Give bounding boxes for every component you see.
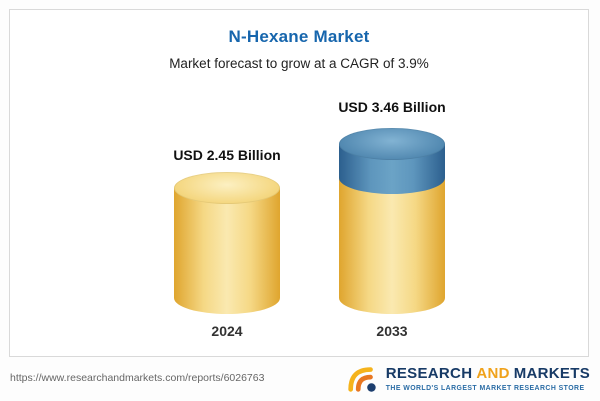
chart-title: N-Hexane Market <box>228 27 370 46</box>
bar-2024 <box>174 172 280 314</box>
value-label-2033: USD 3.46 Billion <box>338 99 446 115</box>
logo-word-and: AND <box>476 365 510 383</box>
logo-word-markets: MARKETS <box>513 365 590 383</box>
value-label-2024: USD 2.45 Billion <box>173 147 281 163</box>
bar-2024-top-ellipse <box>174 172 280 204</box>
logo-tagline: THE WORLD'S LARGEST MARKET RESEARCH STOR… <box>385 384 585 392</box>
bar-2033-base-segment <box>339 176 445 314</box>
report-url: https://www.researchandmarkets.com/repor… <box>10 372 265 384</box>
chart-card: N-Hexane Market Market forecast to grow … <box>9 9 589 357</box>
bar-2024-body <box>174 188 280 314</box>
logo-text-block: RESEARCH AND MARKETS THE WORLD'S LARGEST M… <box>386 366 590 392</box>
logo-word-research: RESEARCH <box>385 365 473 383</box>
bar-2033 <box>339 128 445 314</box>
bar-2033-top-ellipse <box>339 128 445 160</box>
bar-2033-growth-segment <box>339 128 445 194</box>
researchandmarkets-logo: RESEARCH AND MARKETS THE WORLD'S LARGEST M… <box>345 362 590 396</box>
axis-label-2033: 2033 <box>376 323 408 339</box>
chart-subtitle: Market forecast to grow at a CAGR of 3.9… <box>169 56 429 71</box>
logo-wordmark: RESEARCH AND MARKETS <box>386 366 590 383</box>
researchandmarkets-logo-icon <box>345 362 379 396</box>
axis-label-2024: 2024 <box>211 323 243 339</box>
